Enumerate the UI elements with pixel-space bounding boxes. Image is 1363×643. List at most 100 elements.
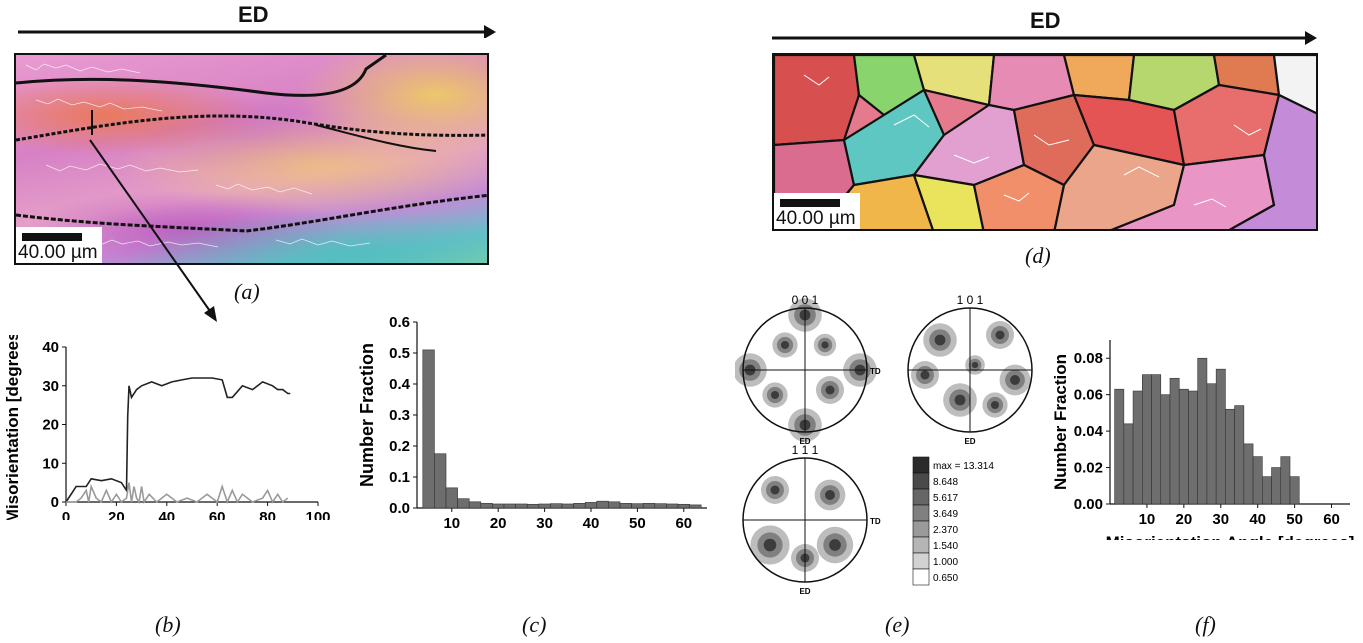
histogram-bar [689, 504, 702, 509]
panel-label-e: (e) [885, 612, 910, 637]
intensity-contour [995, 330, 1005, 340]
histogram-bar [550, 503, 563, 509]
y-tick-label: 40 [42, 339, 59, 356]
panel-label-d: (d) [1025, 243, 1051, 268]
y-tick-label: 30 [42, 378, 59, 395]
pole-figure-3: 1 1 1 TD ED [742, 443, 881, 596]
intensity-contour [763, 538, 777, 552]
histogram-bar [1169, 377, 1180, 505]
legend-swatch [912, 536, 930, 554]
scale-bar-line [22, 233, 82, 241]
histogram-bar [503, 503, 516, 509]
histogram-bar [654, 503, 667, 509]
scale-label-a: 40.00 µm [18, 242, 98, 263]
y-tick-label: 0.00 [1074, 496, 1103, 513]
histogram-bar [1225, 408, 1235, 505]
histogram-bar [1188, 390, 1198, 505]
panel-label-b: (b) [155, 612, 181, 637]
ed-label-a: ED [238, 2, 269, 27]
histogram-bar [468, 501, 482, 509]
intensity-contour [990, 400, 1000, 410]
histogram-bar [1289, 476, 1300, 505]
histogram-bar [457, 498, 470, 509]
x-tick-label: 20 [1176, 511, 1193, 528]
histogram-bar [1123, 423, 1134, 505]
ed-label-d: ED [1030, 8, 1061, 33]
histogram-bar [596, 500, 609, 509]
legend-label: 2.370 [933, 525, 958, 536]
legend-label: 8.648 [933, 477, 958, 488]
y-tick-label: 0.02 [1074, 460, 1103, 477]
pole-figure-title: 1 0 1 [957, 295, 984, 307]
x-tick-label: 40 [1249, 511, 1266, 528]
legend-swatch [912, 520, 930, 538]
x-tick-label: 50 [629, 515, 646, 532]
panel-label-c: (c) [522, 612, 547, 637]
chart-b: 010203040020406080100Distance [microns]M… [3, 335, 330, 520]
scan-arrow-icon [89, 139, 217, 322]
y-tick-label: 0.4 [389, 376, 411, 393]
histogram-bar [1280, 456, 1291, 505]
y-tick-label: 20 [42, 417, 59, 434]
intensity-contour [825, 490, 835, 500]
legend-swatch [912, 568, 930, 586]
histogram-bar [666, 503, 679, 509]
x-tick-label: 0 [62, 509, 70, 520]
legend-label: 1.540 [933, 541, 958, 552]
ed-label: ED [799, 437, 810, 446]
x-tick-label: 30 [536, 515, 553, 532]
ebsd-map-a: 40.00 µm [14, 53, 489, 265]
x-tick-label: 60 [1323, 511, 1340, 528]
y-tick-label: 0.2 [389, 438, 410, 455]
histogram-bar [1197, 357, 1208, 505]
x-tick-label: 20 [490, 515, 507, 532]
legend-swatch [912, 472, 930, 490]
legend-label: max = 13.314 [933, 461, 994, 472]
intensity-contour [770, 390, 780, 400]
pole-figure-title: 1 1 1 [792, 443, 819, 457]
x-tick-label: 10 [1139, 511, 1156, 528]
x-tick-label: 40 [158, 509, 175, 520]
ed-arrow-icon [18, 25, 496, 39]
histogram-bar [631, 503, 644, 509]
y-axis-label: Misorientation [degrees] [3, 335, 22, 520]
td-label: TD [870, 517, 881, 526]
intensity-contour [780, 340, 790, 350]
legend-swatch [912, 488, 930, 506]
histogram-bar [1262, 476, 1272, 505]
intensity-contour [920, 370, 930, 380]
histogram-bar [608, 501, 621, 509]
y-tick-label: 0.5 [389, 345, 410, 362]
x-tick-label: 60 [675, 515, 692, 532]
histogram-bar [526, 503, 540, 509]
y-tick-label: 0.0 [389, 500, 410, 517]
intensity-contour [821, 341, 829, 349]
chart-c: 0.00.10.20.30.40.50.6102030405060Misorie… [357, 314, 707, 532]
x-tick-label: 30 [1212, 511, 1229, 528]
intensity-contour [829, 539, 841, 551]
y-axis-label: Number Fraction [1051, 354, 1070, 490]
y-tick-label: 0.3 [389, 407, 410, 424]
legend-label: 0.650 [933, 573, 958, 584]
scale-label-d: 40.00 µm [776, 208, 856, 229]
x-tick-label: 100 [305, 509, 330, 520]
chart-f: 0.00 0.02 0.04 0.06 0.08 10 20 30 40 50 60 Misorien… [1051, 340, 1354, 540]
pole-figure-title: 0 0 1 [792, 295, 819, 307]
x-tick-label: 50 [1286, 511, 1303, 528]
line-scan-marker [91, 110, 93, 135]
histogram-bar [1114, 388, 1125, 505]
histogram-bar [1151, 374, 1162, 505]
scale-bar-a: 40.00 µm [16, 227, 102, 263]
histogram-bar [642, 503, 656, 509]
histogram-bar [1234, 405, 1245, 505]
histogram-bar [445, 487, 458, 509]
x-tick-label: 40 [583, 515, 600, 532]
histogram-bar [619, 503, 632, 509]
y-tick-label: 0.04 [1074, 423, 1104, 440]
td-label: TD [870, 367, 881, 376]
ed-arrow-a [18, 22, 496, 39]
y-tick-label: 0.6 [389, 314, 410, 331]
panel-label-f: (f) [1195, 612, 1216, 637]
x-tick-label: 10 [443, 515, 460, 532]
